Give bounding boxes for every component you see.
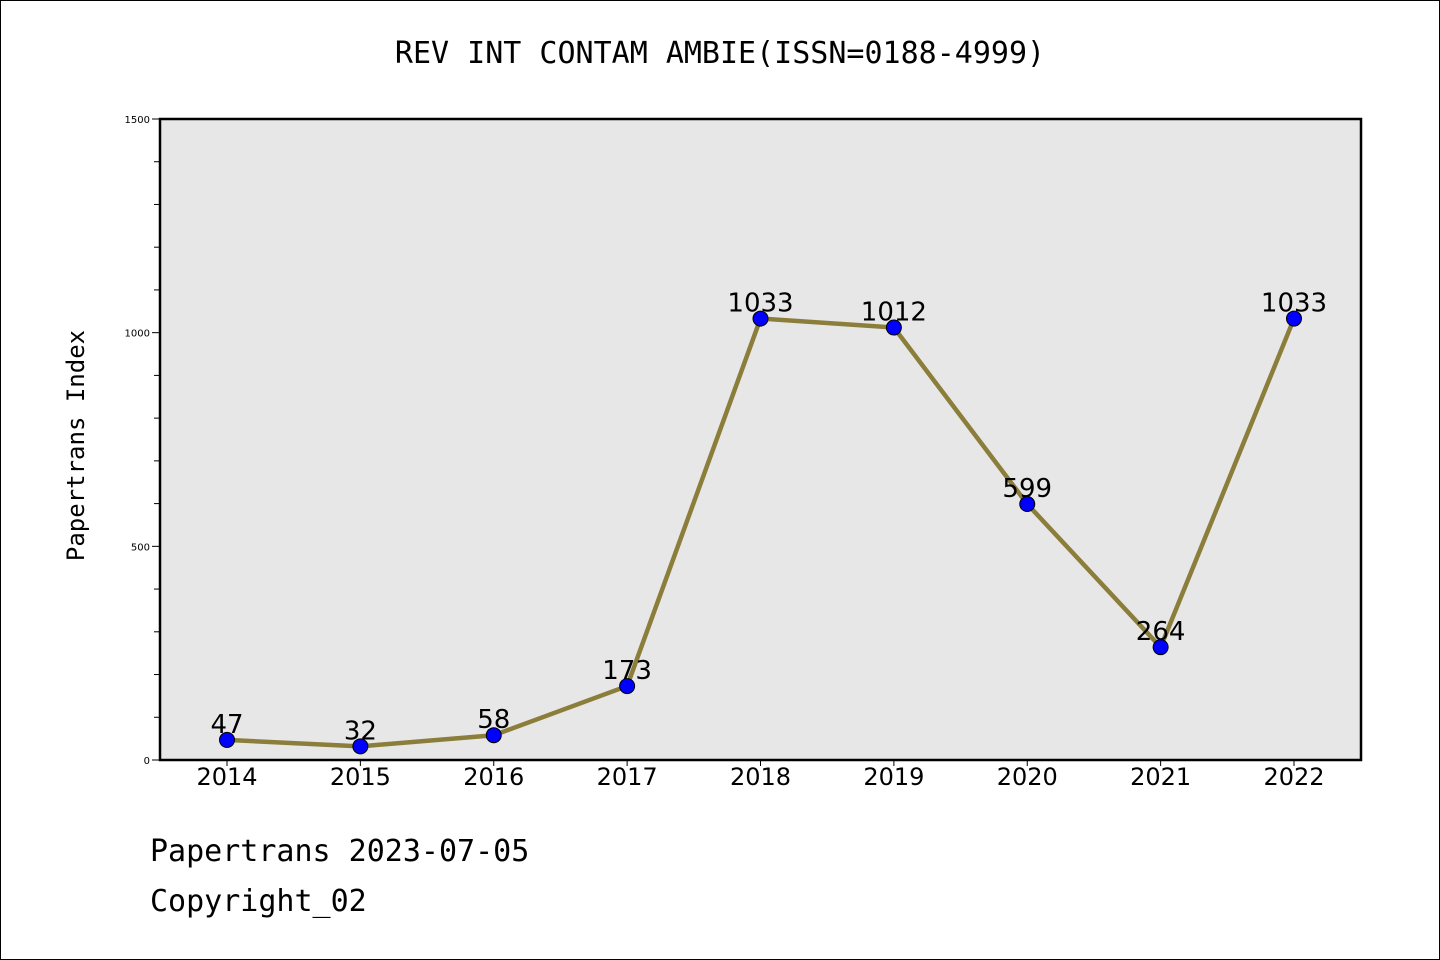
y-tick-label: 0 — [144, 756, 150, 767]
data-point — [1286, 310, 1302, 327]
data-label: 1012 — [861, 298, 927, 328]
footer-copyright: Copyright_02 — [150, 884, 367, 919]
x-tick-label: 2022 — [1263, 763, 1324, 791]
x-tick-label: 2019 — [863, 763, 924, 791]
y-axis-label: Papertrans Index — [62, 330, 90, 561]
data-point — [885, 319, 902, 336]
data-label: 47 — [210, 710, 243, 740]
data-label: 264 — [1136, 617, 1186, 647]
chart-title: REV INT CONTAM AMBIE(ISSN=0188-4999) — [394, 36, 1046, 71]
data-point — [485, 727, 502, 744]
x-tick-label: 2020 — [997, 763, 1058, 791]
x-tick-label: 2015 — [330, 763, 391, 791]
x-tick-label: 2016 — [463, 763, 524, 791]
y-tick-label: 500 — [131, 542, 150, 553]
x-axis-ticks: 2014 2015 2016 2017 2018 2019 2020 2021 2022 — [196, 760, 1325, 791]
data-point — [752, 310, 769, 327]
data-point — [619, 678, 636, 695]
x-tick-label: 2017 — [597, 763, 658, 791]
data-label: 58 — [477, 705, 510, 735]
data-point — [352, 738, 369, 755]
footer-date: Papertrans 2023-07-05 — [150, 834, 530, 869]
series-group: 47 32 58 173 1033 1012 599 264 1033 — [210, 289, 1327, 755]
data-label: 1033 — [1261, 289, 1327, 319]
data-label: 32 — [344, 716, 377, 746]
plot-border — [158, 117, 1363, 762]
y-tick-label: 1000 — [125, 329, 150, 340]
data-point — [1019, 496, 1036, 513]
x-tick-label: 2021 — [1130, 763, 1191, 791]
plot-area — [160, 119, 1361, 760]
data-point — [219, 731, 235, 748]
y-axis-ticks: 0 500 1000 1500 — [125, 115, 160, 767]
x-tick-label: 2014 — [196, 763, 257, 791]
data-label: 1033 — [727, 289, 793, 319]
x-tick-label: 2018 — [730, 763, 791, 791]
data-label: 173 — [602, 656, 652, 686]
data-point — [1152, 639, 1169, 656]
y-tick-label: 1500 — [125, 115, 150, 126]
data-label: 599 — [1002, 474, 1052, 504]
